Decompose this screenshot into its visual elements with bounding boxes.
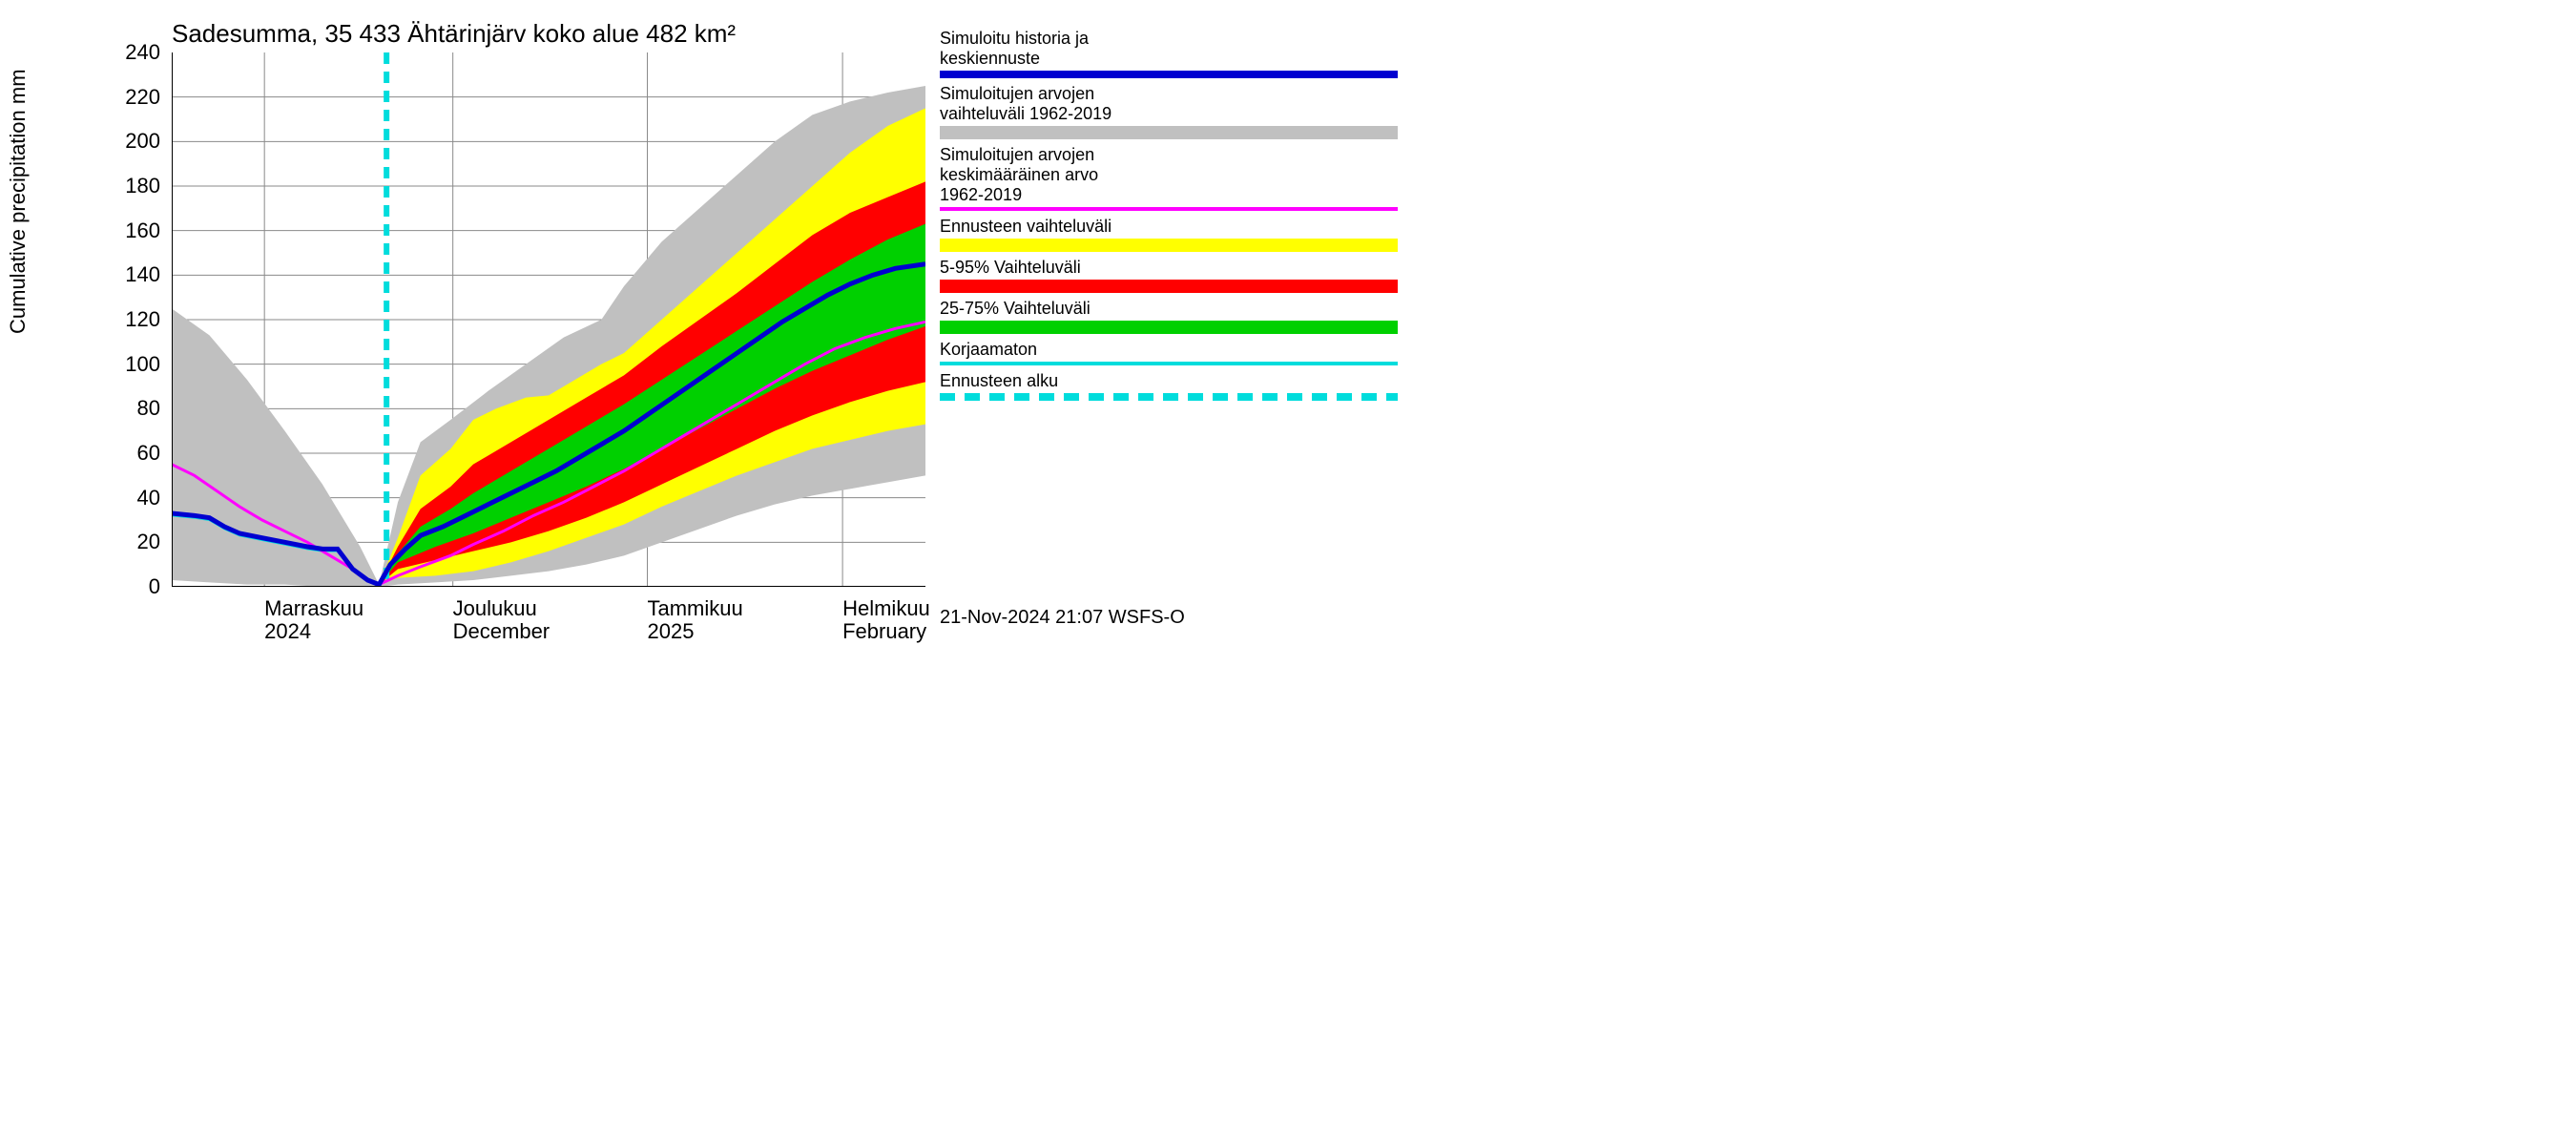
chart-container: Sadesumma, 35 433 Ähtärinjärv koko alue … xyxy=(0,0,1431,639)
x-tick-label: February xyxy=(842,619,926,644)
legend-item: Simuloitujen arvojenvaihteluväli 1962-20… xyxy=(940,84,1417,139)
x-tick-label: Helmikuu xyxy=(842,596,930,621)
y-tick-label: 40 xyxy=(113,486,160,510)
y-tick-label: 240 xyxy=(113,40,160,65)
legend-swatch xyxy=(940,239,1398,252)
x-tick-label: 2024 xyxy=(264,619,311,644)
legend: Simuloitu historia jakeskiennusteSimuloi… xyxy=(940,29,1417,406)
legend-label: Simuloitu historia ja xyxy=(940,29,1417,49)
y-tick-label: 100 xyxy=(113,352,160,377)
y-tick-label: 140 xyxy=(113,262,160,287)
legend-item: Simuloitujen arvojenkeskimääräinen arvo … xyxy=(940,145,1417,211)
legend-label: 5-95% Vaihteluväli xyxy=(940,258,1417,278)
legend-swatch xyxy=(940,207,1398,211)
legend-swatch xyxy=(940,321,1398,334)
y-tick-label: 180 xyxy=(113,174,160,198)
y-tick-label: 120 xyxy=(113,307,160,332)
chart-title: Sadesumma, 35 433 Ähtärinjärv koko alue … xyxy=(172,19,736,49)
legend-label: Korjaamaton xyxy=(940,340,1417,360)
x-tick-label: Joulukuu xyxy=(453,596,537,621)
legend-item: Korjaamaton xyxy=(940,340,1417,365)
y-tick-label: 200 xyxy=(113,129,160,154)
y-tick-label: 160 xyxy=(113,219,160,243)
footer-timestamp: 21-Nov-2024 21:07 WSFS-O xyxy=(940,607,1185,629)
legend-swatch xyxy=(940,126,1398,139)
legend-label: vaihteluväli 1962-2019 xyxy=(940,104,1417,124)
y-axis-label: Cumulative precipitation mm xyxy=(6,69,31,334)
y-tick-label: 220 xyxy=(113,85,160,110)
legend-label: Ennusteen vaihteluväli xyxy=(940,217,1417,237)
legend-label: 25-75% Vaihteluväli xyxy=(940,299,1417,319)
y-tick-label: 60 xyxy=(113,441,160,466)
legend-item: 25-75% Vaihteluväli xyxy=(940,299,1417,334)
legend-item: Simuloitu historia jakeskiennuste xyxy=(940,29,1417,78)
legend-item: 5-95% Vaihteluväli xyxy=(940,258,1417,293)
plot-area xyxy=(172,52,925,587)
x-tick-label: December xyxy=(453,619,550,644)
y-tick-label: 80 xyxy=(113,396,160,421)
legend-swatch xyxy=(940,71,1398,78)
x-tick-label: Marraskuu xyxy=(264,596,364,621)
legend-label: Simuloitujen arvojen xyxy=(940,145,1417,165)
y-tick-label: 0 xyxy=(113,574,160,599)
legend-item: Ennusteen vaihteluväli xyxy=(940,217,1417,252)
legend-swatch xyxy=(940,393,1398,401)
legend-label: keskiennuste xyxy=(940,49,1417,69)
legend-label: Ennusteen alku xyxy=(940,371,1417,391)
y-tick-label: 20 xyxy=(113,530,160,554)
legend-label: Simuloitujen arvojen xyxy=(940,84,1417,104)
x-tick-label: Tammikuu xyxy=(647,596,742,621)
legend-label: keskimääräinen arvo xyxy=(940,165,1417,185)
x-tick-label: 2025 xyxy=(647,619,694,644)
legend-item: Ennusteen alku xyxy=(940,371,1417,401)
legend-swatch xyxy=(940,280,1398,293)
legend-label: 1962-2019 xyxy=(940,185,1417,205)
legend-swatch xyxy=(940,362,1398,365)
